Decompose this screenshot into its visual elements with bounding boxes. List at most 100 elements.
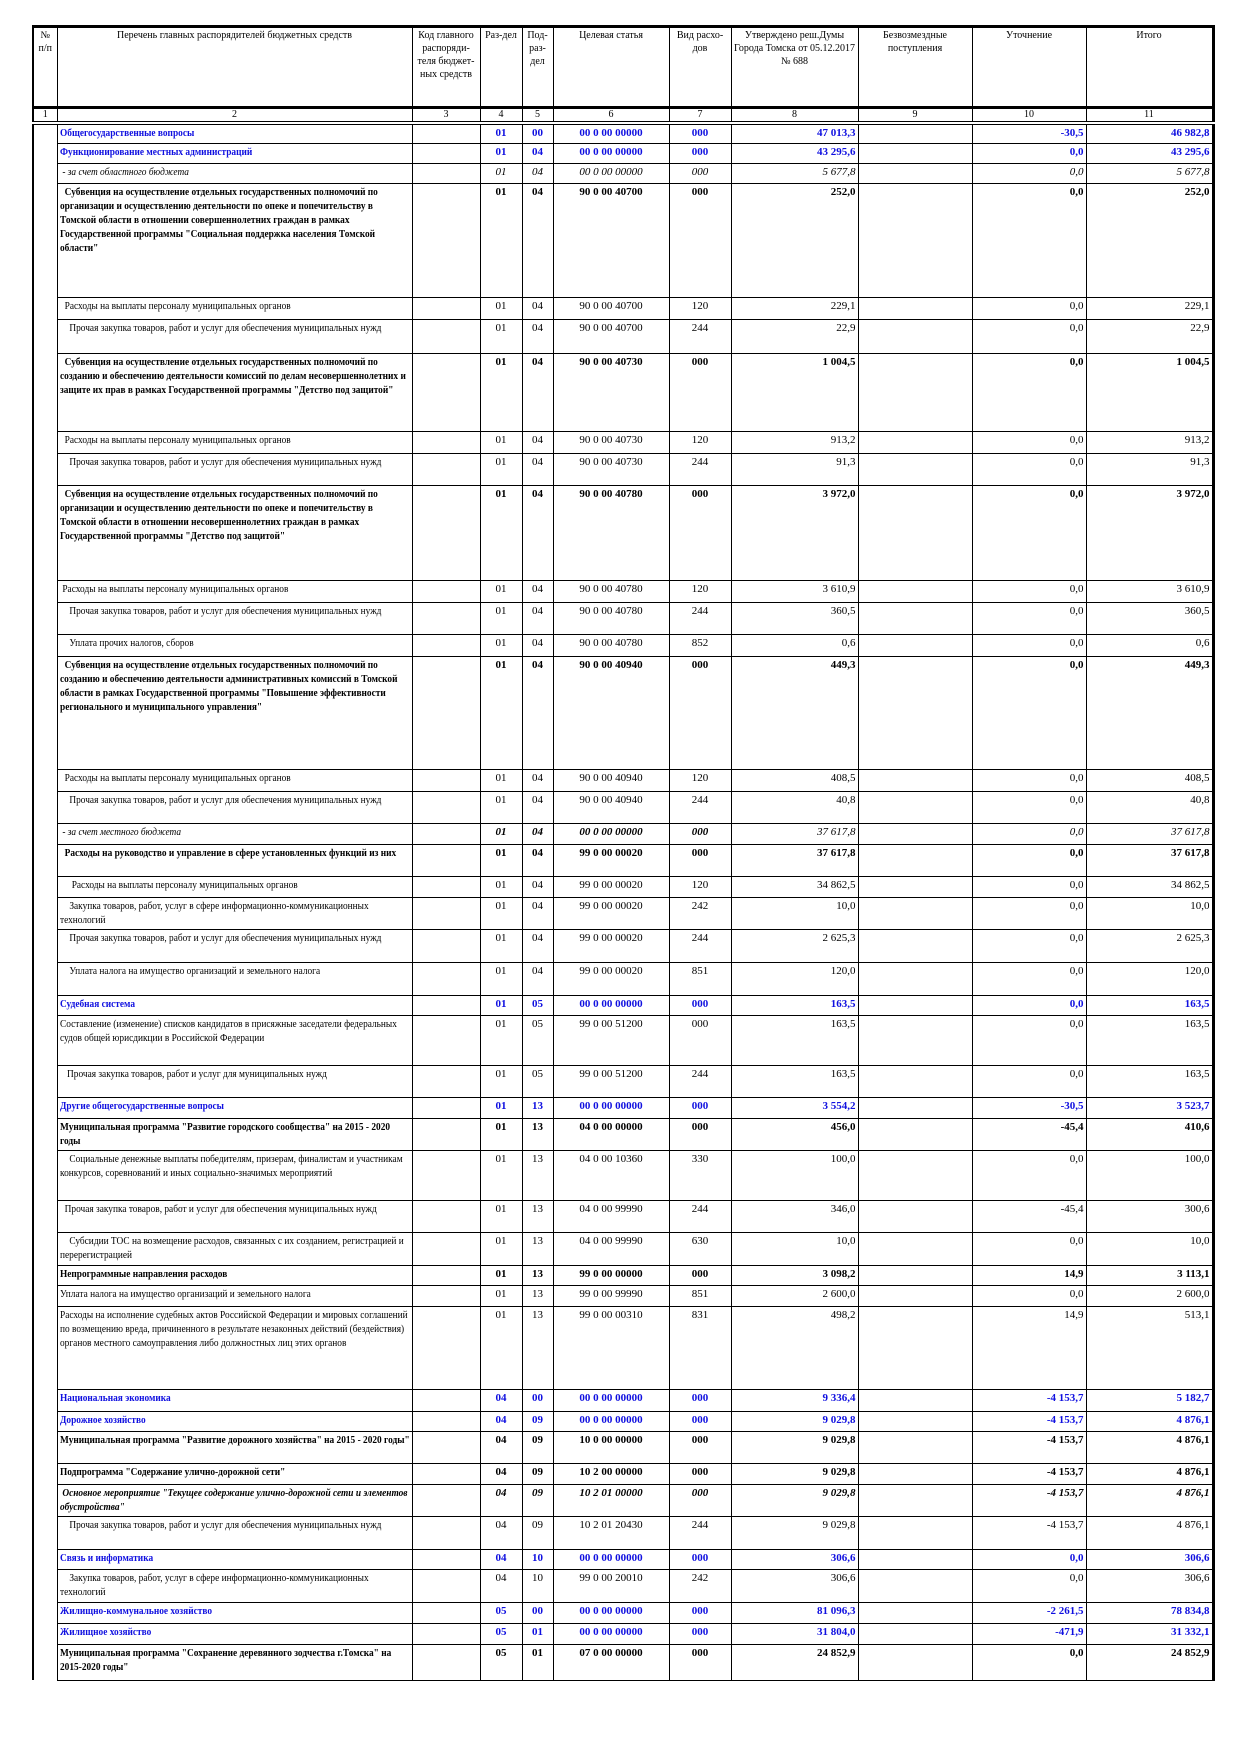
cell-itogo: 46 982,8 [1085, 122, 1214, 144]
cell-pr: 09 [521, 1516, 554, 1551]
column-header-cs: Целевая статья [552, 25, 670, 110]
row-label: Судебная система [59, 997, 135, 1010]
cell-utv: 0,6 [730, 634, 859, 657]
cell-utoch: 0,0 [971, 1015, 1087, 1066]
cell-cs: 99 0 00 20010 [552, 1569, 670, 1604]
cell-utv: 9 029,8 [730, 1430, 859, 1465]
cell-utoch: 0,0 [971, 431, 1087, 454]
cell-pr: 04 [521, 876, 554, 898]
cell-vr: 000 [668, 163, 732, 185]
cell-utv: 10,0 [730, 896, 859, 931]
cell-itogo: 4 876,1 [1085, 1410, 1214, 1432]
cell-rz: 01 [479, 163, 523, 185]
cell-vr: 000 [668, 823, 732, 845]
cell-name: Основное мероприятие "Текущее содержание… [56, 1483, 413, 1518]
cell-kod [411, 994, 481, 1017]
cell-cs: 90 0 00 40940 [552, 790, 670, 825]
cell-rz: 01 [479, 1199, 523, 1234]
table-row: Непрограммные направления расходов 01 13 99… [32, 1265, 1214, 1287]
column-number: 5 [521, 107, 554, 126]
cell-vr: 000 [668, 843, 732, 878]
column-header-rz: Раз-дел [479, 25, 523, 110]
row-number-cell [32, 163, 58, 184]
cell-pr: 13 [521, 1117, 554, 1152]
cell-kod [411, 1430, 481, 1465]
cell-name: Национальная экономика [56, 1389, 413, 1412]
cell-name: Функционирование местных администраций [56, 142, 413, 165]
row-number-cell [32, 962, 58, 996]
cell-bezv [857, 962, 973, 996]
cell-utoch: 14,9 [971, 1265, 1087, 1287]
cell-utoch: 14,9 [971, 1305, 1087, 1391]
cell-itogo: 100,0 [1085, 1150, 1214, 1201]
cell-name: Жилищно-коммунальное хозяйство [56, 1602, 413, 1625]
row-label: Расходы на выплаты персоналу муниципальн… [59, 434, 291, 447]
row-number-cell [32, 580, 58, 603]
cell-kod [411, 1265, 481, 1287]
cell-vr: 000 [668, 1549, 732, 1571]
cell-rz: 01 [479, 352, 523, 433]
cell-pr: 04 [521, 843, 554, 878]
table-row: Расходы на исполнение судебных актов Рос… [32, 1305, 1214, 1391]
cell-cs: 04 0 00 00000 [552, 1117, 670, 1152]
cell-utv: 3 610,9 [730, 580, 859, 603]
cell-vr: 851 [668, 1285, 732, 1307]
cell-name: Непрограммные направления расходов [56, 1265, 413, 1287]
row-number-cell [32, 1431, 58, 1464]
cell-name: Субсидии ТОС на возмещение расходов, свя… [56, 1232, 413, 1267]
cell-bezv [857, 929, 973, 964]
row-number-cell [32, 929, 58, 963]
table-row: - за счет областного бюджета 01 04 00 0 00 … [32, 163, 1214, 185]
cell-itogo: 4 876,1 [1085, 1463, 1214, 1485]
row-label: Прочая закупка товаров, работ и услуг дл… [59, 793, 381, 806]
cell-rz: 01 [479, 1285, 523, 1307]
cell-pr: 01 [521, 1623, 554, 1645]
table-row: Жилищное хозяйство 05 01 00 0 00 00000 000 31… [32, 1623, 1214, 1645]
row-label: Расходы на выплаты персоналу муниципальн… [59, 583, 288, 596]
cell-kod [411, 163, 481, 185]
cell-cs: 00 0 00 00000 [552, 1097, 670, 1119]
row-label: Расходы на выплаты персоналу муниципальн… [59, 772, 291, 785]
table-row: Основное мероприятие "Текущее содержание… [32, 1483, 1214, 1518]
cell-rz: 01 [479, 452, 523, 487]
cell-pr: 04 [521, 929, 554, 964]
row-number-cell [32, 1118, 58, 1151]
cell-kod [411, 601, 481, 636]
cell-vr: 242 [668, 896, 732, 931]
cell-cs: 90 0 00 40730 [552, 452, 670, 487]
row-label: Закупка товаров, работ, услуг в сфере ин… [59, 899, 371, 926]
row-number-cell [32, 1602, 58, 1624]
table-row: Прочая закупка товаров, работ и услуг дл… [32, 1199, 1214, 1234]
cell-kod [411, 790, 481, 825]
table-row: Общегосударственные вопросы 01 00 00 0 00 0… [32, 122, 1214, 144]
cell-vr: 120 [668, 769, 732, 792]
cell-utv: 34 862,5 [730, 876, 859, 898]
cell-pr: 04 [521, 485, 554, 582]
cell-kod [411, 962, 481, 996]
column-number: 11 [1085, 107, 1214, 126]
row-label: Муниципальная программа "Сохранение дере… [59, 1646, 394, 1673]
cell-bezv [857, 1483, 973, 1518]
row-label: Уплата налога на имущество организаций и… [59, 965, 320, 978]
cell-cs: 10 2 01 00000 [552, 1483, 670, 1518]
cell-pr: 13 [521, 1199, 554, 1234]
cell-rz: 01 [479, 876, 523, 898]
cell-pr: 04 [521, 769, 554, 792]
row-number-cell [32, 143, 58, 164]
table-row: Жилищно-коммунальное хозяйство 05 00 00 0 0… [32, 1602, 1214, 1625]
row-number-cell [32, 1569, 58, 1603]
cell-utv: 37 617,8 [730, 823, 859, 845]
table-row: Подпрограмма "Содержание улично-дорожной… [32, 1463, 1214, 1485]
cell-name: Жилищное хозяйство [56, 1623, 413, 1645]
cell-itogo: 300,6 [1085, 1199, 1214, 1234]
row-number-cell [32, 431, 58, 454]
cell-kod [411, 876, 481, 898]
cell-cs: 00 0 00 00000 [552, 1410, 670, 1432]
cell-utoch: 0,0 [971, 601, 1087, 636]
cell-name: - за счет местного бюджета [56, 823, 413, 845]
row-label: Социальные денежные выплаты победителям,… [59, 1153, 405, 1180]
cell-utv: 3 098,2 [730, 1265, 859, 1287]
table-row: Прочая закупка товаров, работ и услуг дл… [32, 790, 1214, 825]
row-label: Субвенция на осуществление отдельных гос… [59, 186, 380, 255]
cell-pr: 05 [521, 1064, 554, 1099]
